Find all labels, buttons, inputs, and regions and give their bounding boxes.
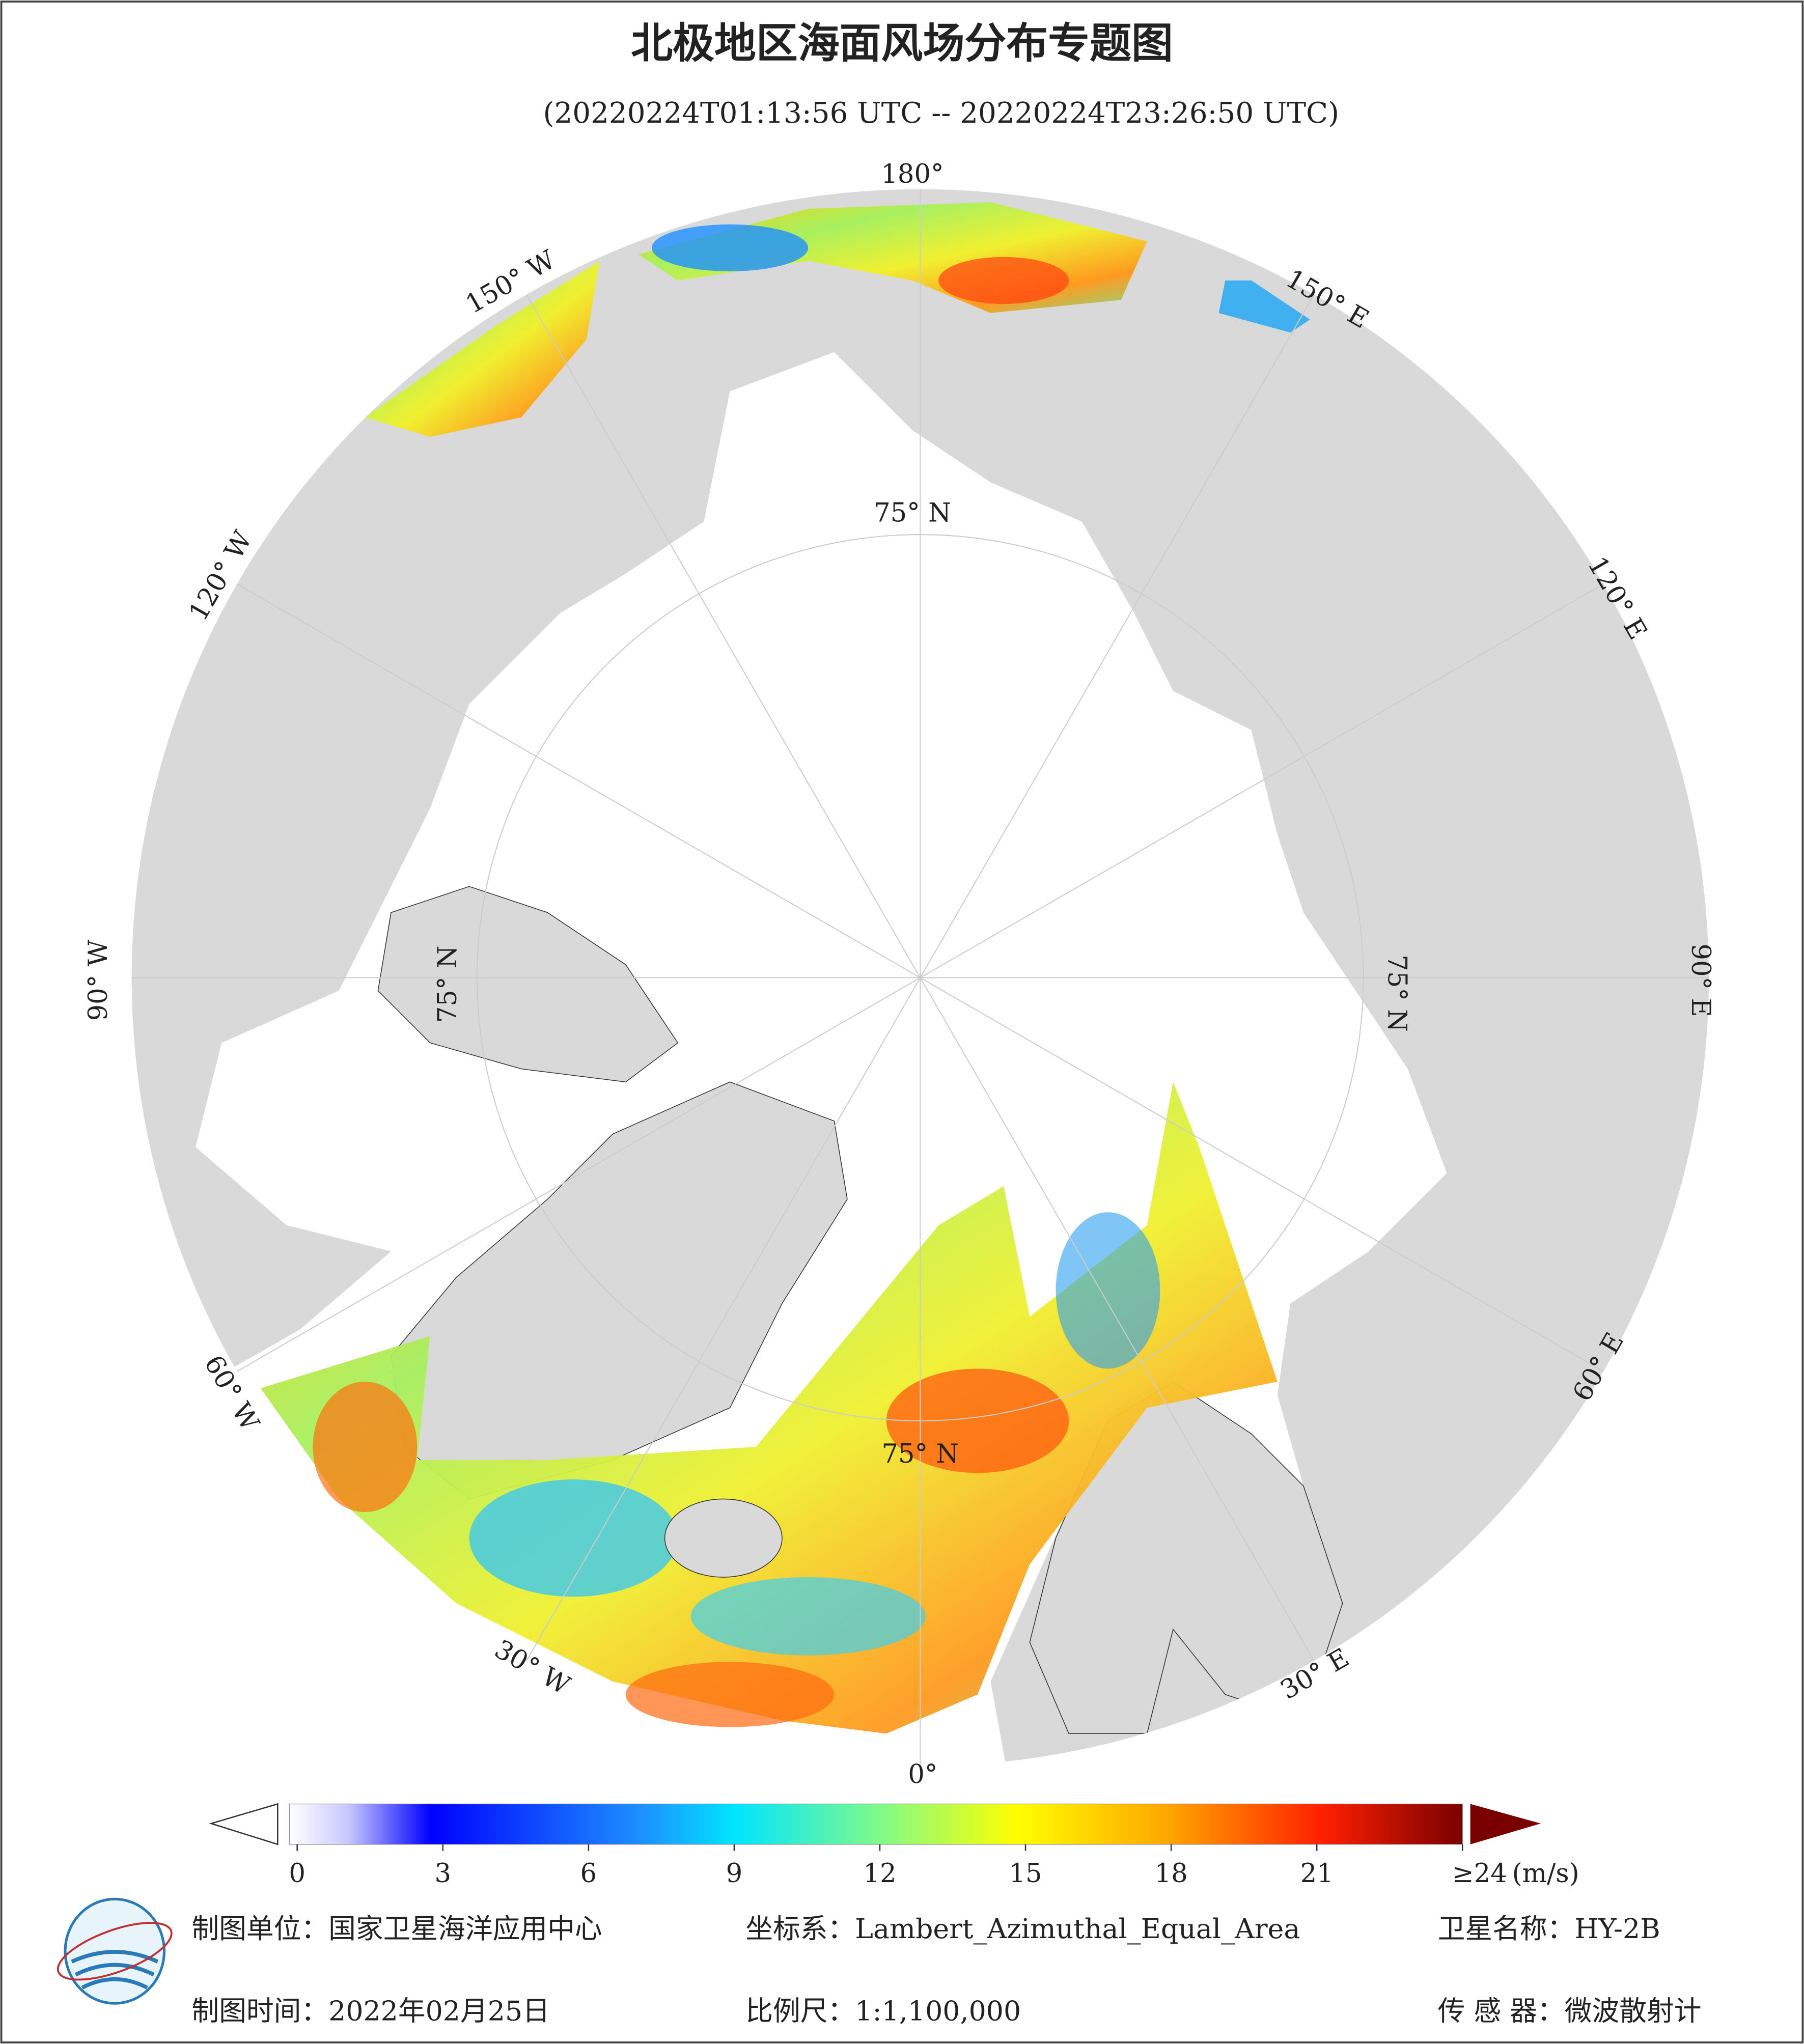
footer-unit: 制图单位：国家卫星海洋应用中心 xyxy=(191,1913,602,1945)
logo xyxy=(57,1897,173,2005)
lat-label: 75° N xyxy=(881,1439,959,1469)
footer-satellite: 卫星名称：HY-2B xyxy=(1438,1913,1660,1945)
lon-label: 0° xyxy=(908,1759,937,1790)
footer-sensor: 传 感 器：微波散射计 xyxy=(1438,1995,1702,2027)
colorbar-tick-label: 3 xyxy=(434,1858,451,1889)
lon-label: 90° W xyxy=(83,939,114,1021)
colorbar-unit: (m/s) xyxy=(1512,1858,1579,1889)
colorbar-under xyxy=(209,1803,279,1845)
footer-scale: 比例尺：1:1,100,000 xyxy=(745,1995,1021,2027)
lat-label: 75° N xyxy=(874,497,951,528)
footer-crs: 坐标系：Lambert_Azimuthal_Equal_Area xyxy=(745,1913,1300,1945)
colorbar-tick-label: 12 xyxy=(863,1858,896,1889)
colorbar-tick-label: 6 xyxy=(580,1858,597,1889)
colorbar-ramp xyxy=(289,1803,1463,1845)
subtitle: (20220224T01:13:56 UTC -- 20220224T23:26… xyxy=(543,97,1340,130)
lon-label: 90° E xyxy=(1685,943,1716,1017)
title: 北极地区海面风场分布专题图 xyxy=(631,19,1173,68)
colorbar-tick-label: 18 xyxy=(1155,1858,1188,1889)
colorbar-tick-label: 0 xyxy=(289,1858,306,1889)
colorbar-tick-label: 21 xyxy=(1300,1858,1334,1889)
colorbar-tick-label: ≥24 xyxy=(1452,1858,1507,1889)
footer-date: 制图时间：2022年02月25日 xyxy=(191,1995,550,2027)
lat-label: 75° N xyxy=(432,945,463,1023)
colorbar: (m/s) 0 3 6 9 12 15 18 21 ≥24 xyxy=(209,1803,1579,1889)
colorbar-tick-label: 9 xyxy=(726,1858,743,1889)
map xyxy=(131,189,1709,1767)
lon-label: 180° xyxy=(881,159,943,189)
colorbar-over xyxy=(1470,1804,1541,1844)
footer: 制图单位：国家卫星海洋应用中心 坐标系：Lambert_Azimuthal_Eq… xyxy=(191,1913,1701,2027)
colorbar-tick-label: 15 xyxy=(1009,1858,1042,1889)
lat-label: 75° N xyxy=(1381,955,1412,1032)
